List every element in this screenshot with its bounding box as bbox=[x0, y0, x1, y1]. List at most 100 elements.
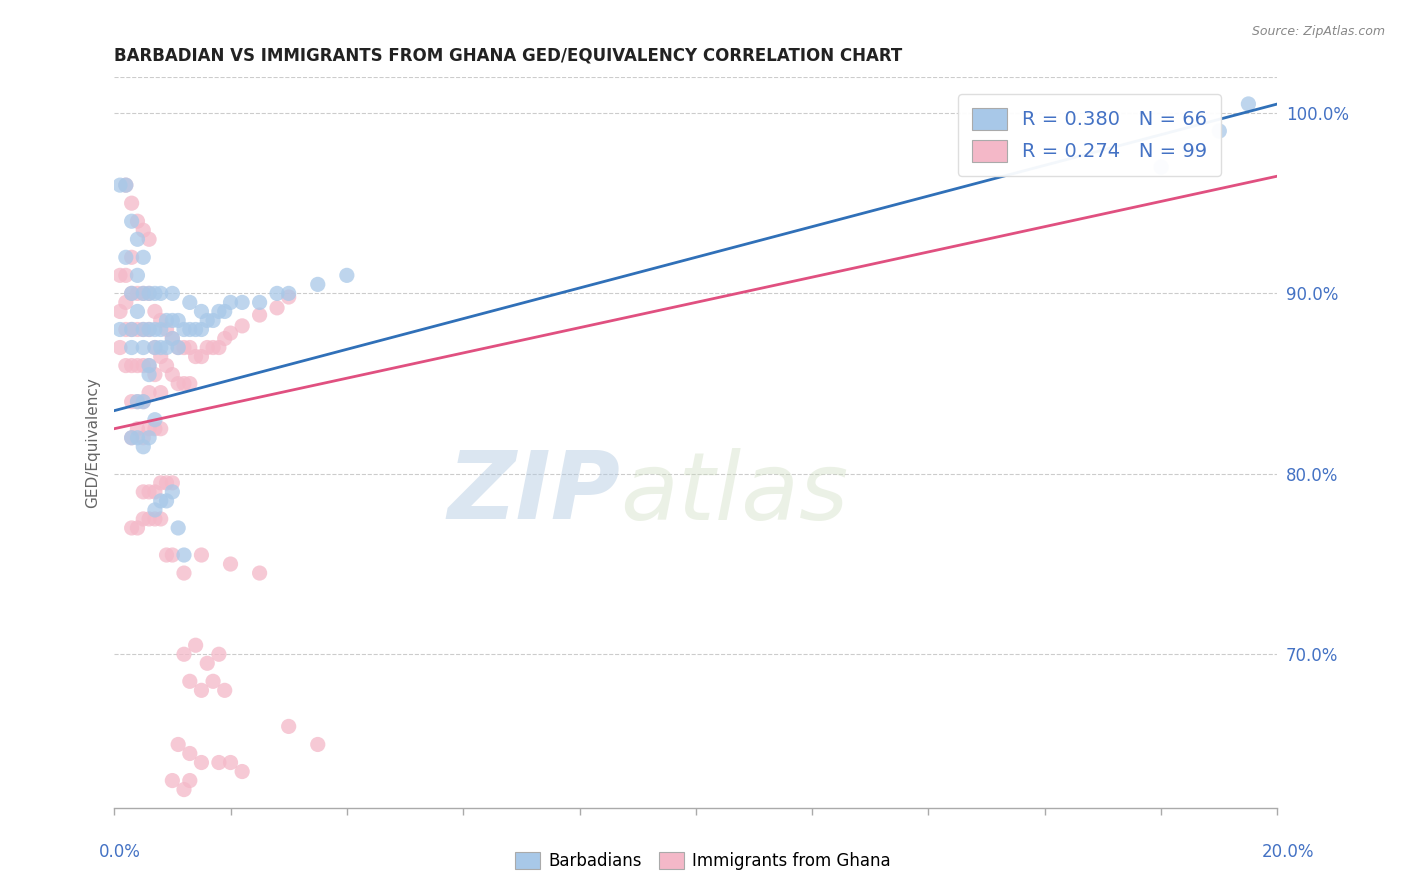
Point bbox=[162, 548, 184, 562]
Point bbox=[127, 359, 149, 373]
Point bbox=[1208, 124, 1230, 138]
Point bbox=[114, 295, 136, 310]
Point bbox=[162, 484, 184, 499]
Point bbox=[173, 376, 195, 391]
Point bbox=[179, 747, 201, 761]
Point bbox=[114, 359, 136, 373]
Point bbox=[167, 376, 190, 391]
Point bbox=[138, 431, 160, 445]
Point bbox=[214, 331, 236, 345]
Text: 0.0%: 0.0% bbox=[98, 843, 141, 861]
Point bbox=[167, 521, 190, 535]
Point bbox=[208, 304, 231, 318]
Point bbox=[127, 431, 149, 445]
Point bbox=[219, 557, 242, 571]
Point bbox=[249, 308, 271, 322]
Point bbox=[121, 341, 143, 355]
Point bbox=[149, 350, 172, 364]
Point bbox=[138, 286, 160, 301]
Point bbox=[162, 773, 184, 788]
Text: atlas: atlas bbox=[620, 448, 848, 539]
Point bbox=[121, 394, 143, 409]
Point bbox=[173, 647, 195, 661]
Point bbox=[219, 295, 242, 310]
Point bbox=[184, 350, 207, 364]
Point bbox=[179, 376, 201, 391]
Text: ZIP: ZIP bbox=[447, 448, 620, 540]
Point bbox=[149, 422, 172, 436]
Point bbox=[132, 341, 155, 355]
Point bbox=[127, 422, 149, 436]
Point bbox=[127, 521, 149, 535]
Point bbox=[127, 394, 149, 409]
Point bbox=[277, 719, 299, 733]
Point bbox=[214, 683, 236, 698]
Point bbox=[179, 674, 201, 689]
Point bbox=[138, 322, 160, 336]
Point bbox=[138, 484, 160, 499]
Point bbox=[121, 286, 143, 301]
Point bbox=[202, 341, 225, 355]
Point bbox=[231, 318, 253, 333]
Point bbox=[121, 431, 143, 445]
Point bbox=[184, 322, 207, 336]
Point bbox=[108, 304, 131, 318]
Point bbox=[121, 250, 143, 264]
Point bbox=[132, 286, 155, 301]
Point bbox=[138, 286, 160, 301]
Point bbox=[179, 341, 201, 355]
Point bbox=[138, 359, 160, 373]
Point bbox=[249, 566, 271, 580]
Point bbox=[138, 422, 160, 436]
Point bbox=[155, 322, 177, 336]
Point bbox=[132, 484, 155, 499]
Point bbox=[155, 341, 177, 355]
Point bbox=[143, 413, 166, 427]
Point bbox=[1180, 142, 1202, 156]
Point bbox=[214, 304, 236, 318]
Point bbox=[143, 322, 166, 336]
Point bbox=[132, 250, 155, 264]
Point bbox=[249, 295, 271, 310]
Point bbox=[173, 322, 195, 336]
Point bbox=[143, 341, 166, 355]
Point bbox=[132, 431, 155, 445]
Point bbox=[167, 341, 190, 355]
Point bbox=[143, 422, 166, 436]
Point bbox=[108, 341, 131, 355]
Point bbox=[143, 484, 166, 499]
Point bbox=[108, 322, 131, 336]
Point bbox=[155, 359, 177, 373]
Point bbox=[277, 286, 299, 301]
Point bbox=[143, 341, 166, 355]
Point bbox=[307, 277, 329, 292]
Point bbox=[114, 178, 136, 193]
Point bbox=[162, 331, 184, 345]
Point bbox=[231, 764, 253, 779]
Point bbox=[277, 290, 299, 304]
Point bbox=[208, 756, 231, 770]
Point bbox=[149, 341, 172, 355]
Point bbox=[127, 304, 149, 318]
Point bbox=[1150, 160, 1173, 174]
Text: 20.0%: 20.0% bbox=[1263, 843, 1315, 861]
Point bbox=[149, 475, 172, 490]
Point bbox=[173, 341, 195, 355]
Point bbox=[138, 232, 160, 246]
Point bbox=[195, 657, 218, 671]
Point bbox=[190, 683, 212, 698]
Point bbox=[143, 512, 166, 526]
Point bbox=[114, 322, 136, 336]
Point bbox=[149, 494, 172, 508]
Point bbox=[167, 341, 190, 355]
Point bbox=[121, 521, 143, 535]
Point bbox=[132, 394, 155, 409]
Point bbox=[266, 286, 288, 301]
Point bbox=[1237, 97, 1260, 112]
Text: Source: ZipAtlas.com: Source: ZipAtlas.com bbox=[1251, 25, 1385, 38]
Point bbox=[143, 286, 166, 301]
Point bbox=[121, 322, 143, 336]
Point bbox=[307, 738, 329, 752]
Point bbox=[162, 286, 184, 301]
Legend: Barbadians, Immigrants from Ghana: Barbadians, Immigrants from Ghana bbox=[509, 845, 897, 877]
